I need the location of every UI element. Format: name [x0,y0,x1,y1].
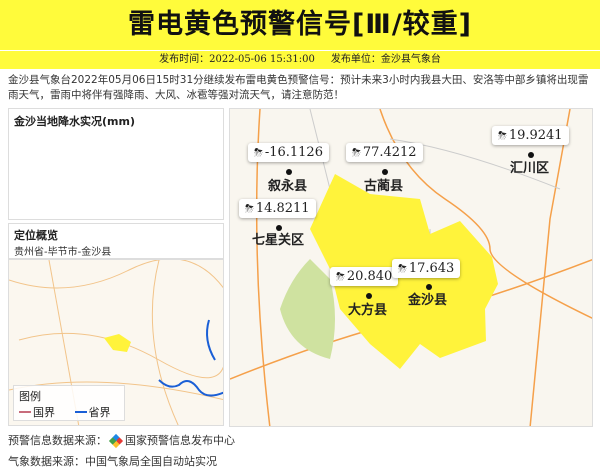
station-label[interactable]: ⛈ 14.8211 [239,199,316,218]
warning-description: 金沙县气象台2022年05月06日15时31分继续发布雷电黄色预警信号：预计未来… [8,74,589,101]
city-name: 古蔺县 [364,179,404,194]
thunderstorm-icon: ⛈ [336,270,345,283]
warning-center-logo-icon [108,433,124,449]
station-label[interactable]: ⛈ 17.643 [392,259,461,278]
map-legend: 图例 国界 省界 [13,385,125,421]
locator-map[interactable]: 图例 国界 省界 [8,259,224,426]
national-border-swatch [19,411,31,413]
station-label[interactable]: ⛈ 77.4212 [346,143,423,162]
station-label[interactable]: ⛈ 20.840 [330,267,399,286]
rain-panel: 金沙当地降水实况(mm) [8,108,224,220]
publish-info: 发布时间：2022-05-06 15:31:00 发布单位：金沙县气象台 [0,51,600,69]
page-title: 雷电黄色预警信号[Ⅲ/较重] [127,9,473,40]
thunderstorm-icon: ⛈ [254,146,263,159]
station-dot [426,284,432,290]
station-label[interactable]: ⛈ 19.9241 [492,126,569,145]
thunderstorm-icon: ⛈ [498,129,507,142]
station-dot [366,293,372,299]
rain-panel-title: 金沙当地降水实况(mm) [14,115,135,128]
locator-path: 贵州省-毕节市-金沙县 [14,247,112,258]
station-dot [276,225,282,231]
city-name: 汇川区 [510,161,550,176]
weather-source: 气象数据来源：中国气象局全国自动站实况 [8,455,217,468]
legend-province: 省界 [88,406,111,419]
locator-header: 定位概览贵州省-毕节市-金沙县 [8,223,224,259]
station-dot [382,169,388,175]
city-name: 大方县 [348,303,388,318]
station-dot [286,169,292,175]
locator-title: 定位概览 [14,229,58,242]
legend-title: 图例 [19,390,41,403]
city-name: 叙永县 [268,179,308,194]
publisher: 发布单位：金沙县气象台 [330,54,441,65]
warning-area-mini [104,334,131,352]
city-name: 金沙县 [408,293,448,308]
warning-source: 预警信息数据来源： 国家预警信息发布中心 [8,433,235,449]
station-dot [528,152,534,158]
city-name: 七星关区 [252,233,305,248]
province-border-swatch [74,411,87,413]
legend-national: 国界 [33,406,55,419]
thunderstorm-icon: ⛈ [352,146,361,159]
warning-map[interactable]: ⛈ -16.1126 叙永县 ⛈ 77.4212 古蔺县 ⛈ 19.9241 汇川区 … [229,108,593,427]
warning-source-link[interactable]: 国家预警信息发布中心 [125,434,235,447]
station-label[interactable]: ⛈ -16.1126 [248,143,329,162]
header: 雷电黄色预警信号[Ⅲ/较重] [0,0,600,50]
forest-area [280,259,335,359]
publish-time: 发布时间：2022-05-06 15:31:00 [159,54,315,65]
thunderstorm-icon: ⛈ [245,202,254,215]
thunderstorm-icon: ⛈ [398,262,407,275]
